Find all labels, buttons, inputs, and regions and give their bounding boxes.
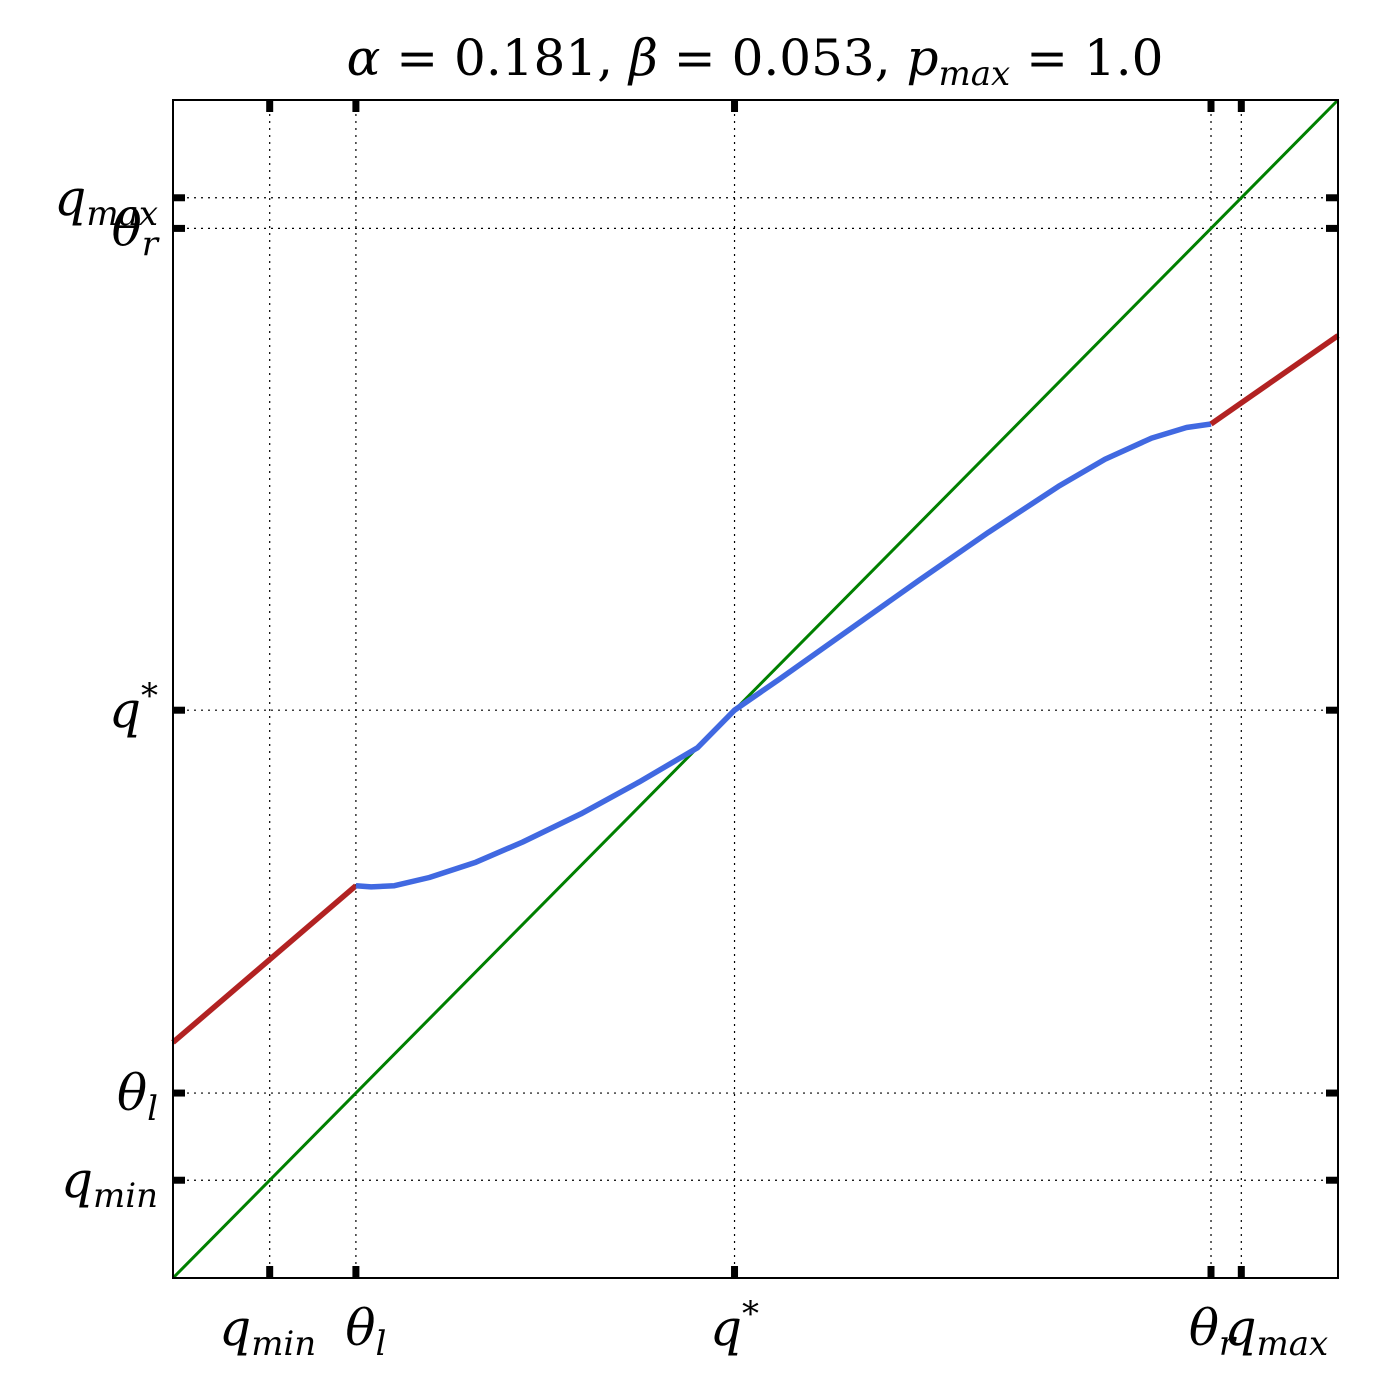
title-beta-value: 0.053 [732,29,875,87]
title-p-symbol: p [907,29,939,87]
x-tick-label-q_max: qmax [1224,1299,1328,1364]
tick-marks [173,100,1338,1278]
series-middle-curve [355,421,1212,890]
x-tick-label-q_min: qmin [219,1299,316,1364]
series-identity [171,98,1340,1280]
y-tick-label-q_star: q* [109,676,158,739]
y-tick-label-theta_r: θr [112,199,160,264]
series-lines [171,98,1340,1280]
x-tick-label-theta_r: θr [1189,1299,1237,1364]
title-alpha-symbol: α [347,29,381,87]
grid-lines [173,100,1338,1278]
x-tick-label-theta_l: θl [345,1299,386,1364]
y-tick-label-q_max: qmax [54,169,158,234]
title-p-subscript: max [939,54,1011,94]
series-left-linear [171,883,358,1045]
chart-title: α = 0.181, β = 0.053, pmax = 1.0 [347,29,1164,94]
title-beta-symbol: β [627,29,658,87]
y-tick-label-q_min: qmin [61,1151,158,1216]
title-alpha-value: 0.181 [454,29,597,87]
x-tick-label-q_star: q* [710,1294,759,1357]
series-right-linear [1209,333,1340,427]
y-tick-label-theta_l: θl [117,1064,158,1129]
title-p-value: 1.0 [1084,29,1164,87]
plot-frame [172,99,1339,1279]
